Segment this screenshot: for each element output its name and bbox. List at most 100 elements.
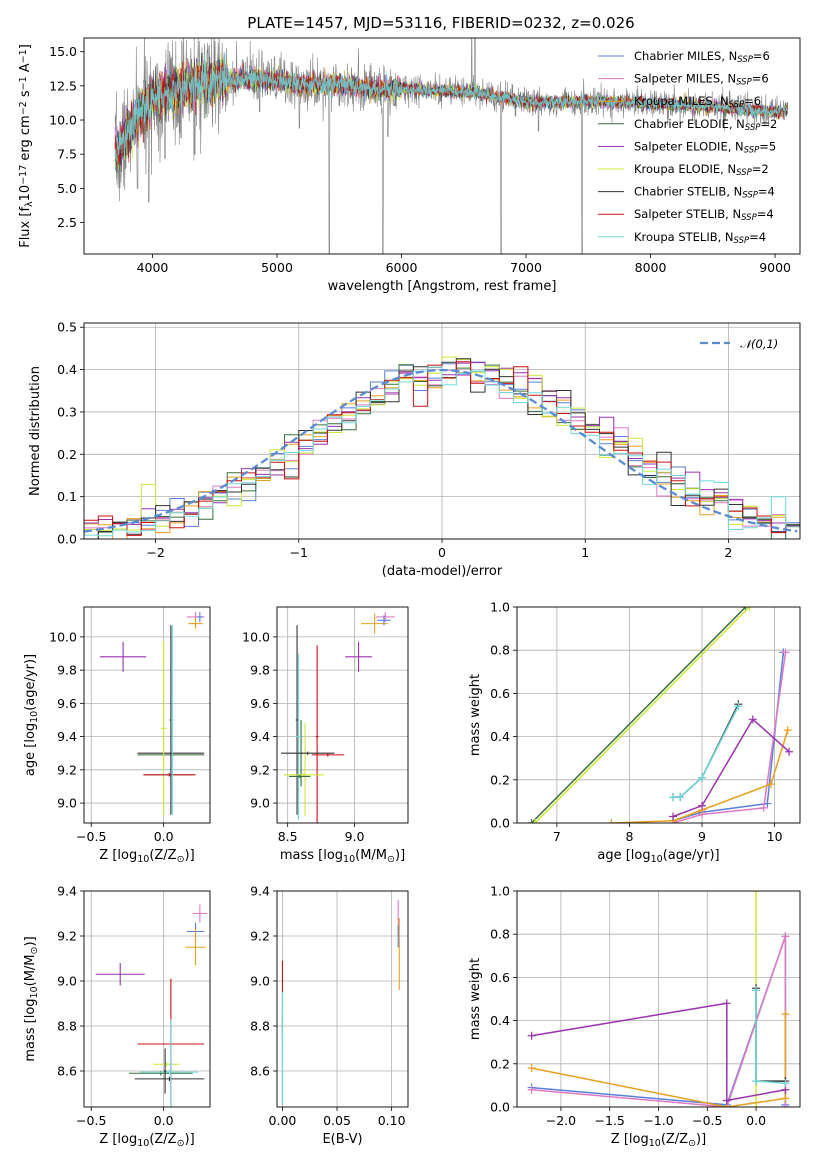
axis-label-part: 10 xyxy=(651,854,663,865)
y-tick-label: 1.0 xyxy=(490,600,510,615)
y-tick-label: 9.2 xyxy=(250,762,270,777)
axis-label-part: age [log xyxy=(23,723,38,776)
legend-series-name: Kroupa MILES, N xyxy=(634,94,729,108)
plus-marker xyxy=(527,1031,536,1040)
axes: 4000 5000 6000 7000 8000 9000 2.5 5.0 7.5 10.0 12.… xyxy=(18,37,801,294)
legend-subscript: SSP xyxy=(736,168,752,178)
plus-marker xyxy=(752,1077,761,1086)
plus-marker xyxy=(752,986,761,995)
axis-label-part: Z [log xyxy=(611,1132,649,1147)
axis-label-part: (M/M xyxy=(355,848,387,863)
axis-label-part: λ xyxy=(24,201,35,207)
legend-entry: Chabrier ELODIE, NSSP=2 xyxy=(634,117,777,133)
plot-area xyxy=(114,38,788,254)
age-vs-mass-panel: 8.5 9.0 9.0 9.2 9.4 9.6 9.8 10.0 mass [log10(M/M… xyxy=(242,606,409,865)
error-bar-point xyxy=(99,641,147,672)
y-tick-label: 0.2 xyxy=(57,447,77,462)
legend-nssp: =6 xyxy=(753,49,770,63)
y-axis-label: Normed distribution xyxy=(28,366,43,496)
axis-label-part: Z [log xyxy=(99,1132,137,1147)
axes: −2 −1 0 1 2 0.0 0.1 0.2 0.3 0.4 0.5 (data-model)/er… xyxy=(28,320,801,579)
legend-subscript: SSP xyxy=(736,78,752,88)
x-tick-label: −0.5 xyxy=(76,1113,106,1128)
legend-nssp: =4 xyxy=(749,230,766,244)
error-bar-point xyxy=(196,611,203,622)
y-tick-label: 12.5 xyxy=(49,78,77,93)
legend-nssp: =6 xyxy=(752,72,769,86)
y-tick-label: 9.0 xyxy=(250,796,270,811)
error-bar-point xyxy=(397,924,399,948)
plus-marker xyxy=(785,747,794,756)
grid xyxy=(277,890,408,1107)
legend-entry: Chabrier STELIB, NSSP=4 xyxy=(634,185,775,201)
error-bar-point xyxy=(192,904,208,923)
mass-weight-line xyxy=(530,607,747,823)
axis-label-part: )] xyxy=(395,848,405,863)
axes: −0.5 0.08.68.89.09.29.4Z [log10(Z/Z⊙)]mas… xyxy=(23,884,211,1149)
axis-label-part: 10 xyxy=(649,1138,661,1149)
y-tick-label: 9.0 xyxy=(57,974,77,989)
legend-series-name: Kroupa STELIB, N xyxy=(634,230,734,244)
error-bar-point xyxy=(281,751,335,755)
x-tick-label: −1 xyxy=(290,545,308,560)
error-bar-point xyxy=(160,641,167,815)
axis-label-part: −1 xyxy=(18,76,29,90)
plus-marker xyxy=(698,773,707,782)
plus-marker xyxy=(734,702,743,711)
axis-label-part: ⊙ xyxy=(177,854,185,865)
y-tick-label: 0.8 xyxy=(490,927,510,942)
mass-weight-line xyxy=(534,607,750,823)
axes: 8.5 9.0 9.0 9.2 9.4 9.6 9.8 10.0 mass [log10(M/M… xyxy=(242,606,409,865)
x-tick-label: 0.10 xyxy=(378,1113,406,1128)
legend-series-name: Salpeter ELODIE, N xyxy=(634,139,744,153)
mass-weight-line xyxy=(672,718,790,818)
plus-marker xyxy=(698,801,707,810)
axes: 0.00 0.05 0.10 8.6 8.8 9.0 9.2 9.4 E(B-V) xyxy=(250,884,409,1147)
x-axis-label: E(B-V) xyxy=(322,1132,362,1147)
y-tick-label: 0.3 xyxy=(57,404,77,419)
plus-marker xyxy=(607,819,616,823)
x-tick-label: 0.0 xyxy=(746,1113,766,1128)
plus-marker xyxy=(527,819,536,823)
error-bar-point xyxy=(315,645,319,823)
axis-label-part: mass [log xyxy=(23,998,38,1061)
mass-vs-metallicity-panel: −0.5 0.08.68.89.09.29.4Z [log10(Z/Z⊙)]mas… xyxy=(23,884,211,1149)
legend-entry: Salpeter MILES, NSSP=6 xyxy=(634,72,769,88)
x-tick-label: 0.00 xyxy=(269,1113,297,1128)
legend-series-name: Chabrier MILES, N xyxy=(634,49,737,63)
residuals-panel: −2 −1 0 1 2 0.0 0.1 0.2 0.3 0.4 0.5 (data-model)/er… xyxy=(28,320,801,579)
y-tick-label: 8.8 xyxy=(250,1019,270,1034)
axes-frame xyxy=(83,890,211,1108)
plus-marker xyxy=(531,819,540,823)
plus-marker xyxy=(722,1096,731,1105)
error-bar-point xyxy=(143,773,196,777)
error-bar-point xyxy=(140,1069,199,1075)
x-tick-label: −1.5 xyxy=(595,1113,625,1128)
y-tick-label: 10.0 xyxy=(242,629,270,644)
y-tick-label: 2.5 xyxy=(57,215,77,230)
y-tick-label: 8.6 xyxy=(57,1064,77,1079)
x-axis-label: (data-model)/error xyxy=(382,564,503,579)
error-bar-point xyxy=(169,1019,173,1107)
error-bar-point xyxy=(398,918,400,990)
y-tick-label: 1.0 xyxy=(490,884,510,899)
plot-area xyxy=(281,900,400,1105)
mass-weight-line xyxy=(531,1014,787,1107)
x-tick-label: 1 xyxy=(581,545,589,560)
axis-label-part: ] xyxy=(18,44,33,49)
x-tick-label: 6000 xyxy=(386,260,418,275)
mass-weight-line xyxy=(672,652,787,823)
legend-subscript: SSP xyxy=(744,146,760,156)
axis-label-part: A xyxy=(18,63,33,76)
plus-marker xyxy=(781,932,790,941)
axis-label-part: )] xyxy=(185,1132,195,1147)
x-axis-label: Z [log10(Z/Z⊙)] xyxy=(611,1132,706,1149)
x-axis-label: Z [log10(Z/Z⊙)] xyxy=(99,1132,194,1149)
y-tick-label: 7.5 xyxy=(57,147,77,162)
y-axis-label: Flux [fλ10−17 erg cm−2 s−1 A−1] xyxy=(18,44,35,248)
axis-label-part: 10 xyxy=(137,1138,149,1149)
axis-label-part: 10 xyxy=(137,854,149,865)
error-bar-point xyxy=(303,723,307,817)
x-axis-label: mass [log10(M/M⊙)] xyxy=(280,848,405,865)
